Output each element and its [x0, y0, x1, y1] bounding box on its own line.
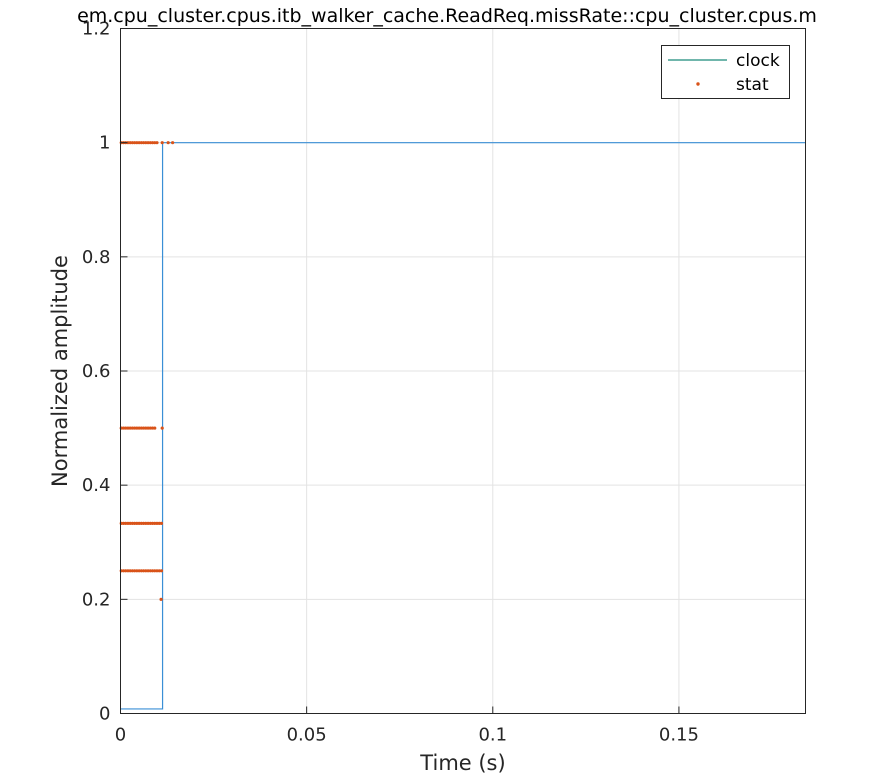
y-tick-label: 0.8	[82, 247, 111, 268]
stat-point	[148, 569, 152, 573]
stat-point	[135, 521, 139, 526]
stat-point	[150, 141, 155, 145]
stat-point	[135, 569, 139, 573]
stat-point	[133, 569, 137, 573]
stat-point	[128, 141, 132, 145]
stat-point	[153, 569, 157, 573]
stat-point	[130, 521, 135, 526]
clock-line	[120, 142, 806, 710]
stat-point	[135, 426, 139, 430]
stat-point	[144, 141, 148, 145]
stat-point	[137, 521, 141, 526]
stat-point	[141, 426, 146, 430]
stat-point	[139, 569, 143, 573]
stat-point	[155, 141, 159, 145]
y-tick-label: 1	[99, 133, 110, 154]
stat-point	[121, 521, 126, 526]
stat-point	[159, 569, 164, 573]
stat-point	[153, 426, 157, 430]
stat-point	[130, 141, 135, 145]
stat-point	[139, 521, 143, 526]
stat-point	[128, 569, 132, 573]
legend-stat-label: stat	[736, 75, 769, 95]
x-tick-label: 0	[115, 725, 126, 746]
stat-point	[126, 141, 130, 145]
stat-point	[171, 141, 175, 145]
y-tick-label: 0.2	[82, 589, 111, 610]
stat-point	[130, 569, 135, 573]
stat-point	[137, 141, 141, 145]
stat-point	[124, 426, 128, 430]
x-tick-label: 0.15	[659, 725, 699, 746]
stat-point	[150, 521, 155, 526]
stat-point	[137, 569, 141, 573]
stat-point	[157, 521, 161, 526]
stat-point	[155, 521, 159, 526]
stat-point	[146, 521, 150, 526]
stat-point	[133, 521, 137, 526]
stat-point	[144, 521, 148, 526]
stat-point	[121, 426, 126, 430]
stat-point	[150, 569, 155, 573]
stat-point	[144, 569, 148, 573]
y-tick-label: 0	[99, 704, 110, 725]
stat-point	[133, 426, 137, 430]
x-axis-ticks: 0 0.05 0.1 0.15	[115, 706, 699, 746]
x-tick-label: 0.05	[287, 725, 327, 746]
stat-point	[160, 141, 164, 145]
y-axis-ticks: 0 0.2 0.4 0.6 0.8 1 1.2	[82, 19, 128, 725]
stat-point	[121, 569, 126, 573]
stat-point	[166, 141, 170, 145]
stat-point	[128, 426, 132, 430]
stat-point	[155, 569, 159, 573]
stat-point	[146, 426, 150, 430]
stat-point	[126, 569, 130, 573]
y-tick-label: 0.4	[82, 475, 111, 496]
stat-point	[139, 426, 143, 430]
y-axis-label: Normalized amplitude	[48, 255, 72, 487]
stat-point	[148, 521, 152, 526]
x-tick-label: 0.1	[478, 725, 507, 746]
stat-point	[124, 521, 128, 526]
stat-point	[141, 521, 146, 526]
stat-point	[144, 426, 148, 430]
stat-point	[153, 141, 157, 145]
legend-box	[661, 45, 790, 99]
stat-point	[137, 426, 141, 430]
stat-point	[146, 569, 150, 573]
x-axis-label: Time (s)	[419, 751, 505, 775]
series-clock	[120, 142, 806, 710]
stat-point	[126, 426, 130, 430]
stat-point	[148, 141, 152, 145]
legend-stat-swatch	[696, 82, 700, 86]
stat-point	[139, 141, 143, 145]
stat-point	[153, 521, 157, 526]
stat-point	[150, 426, 155, 430]
stat-point	[160, 426, 164, 430]
y-tick-label: 0.6	[82, 361, 111, 382]
stat-point	[157, 569, 161, 573]
y-tick-label: 1.2	[82, 19, 111, 40]
stat-point	[146, 141, 150, 145]
stat-point	[130, 426, 135, 430]
stat-point	[141, 569, 146, 573]
stat-point	[126, 521, 130, 526]
stat-point	[159, 521, 164, 526]
stat-point	[159, 597, 163, 601]
chart-title: em.cpu_cluster.cpus.itb_walker_cache.Rea…	[77, 5, 817, 27]
stat-point	[135, 141, 139, 145]
legend: clock stat	[661, 45, 790, 99]
stat-point	[133, 141, 137, 145]
stat-point	[141, 141, 146, 145]
stat-point	[148, 426, 152, 430]
legend-clock-label: clock	[736, 51, 780, 71]
stat-point	[128, 521, 132, 526]
stat-point	[124, 569, 128, 573]
